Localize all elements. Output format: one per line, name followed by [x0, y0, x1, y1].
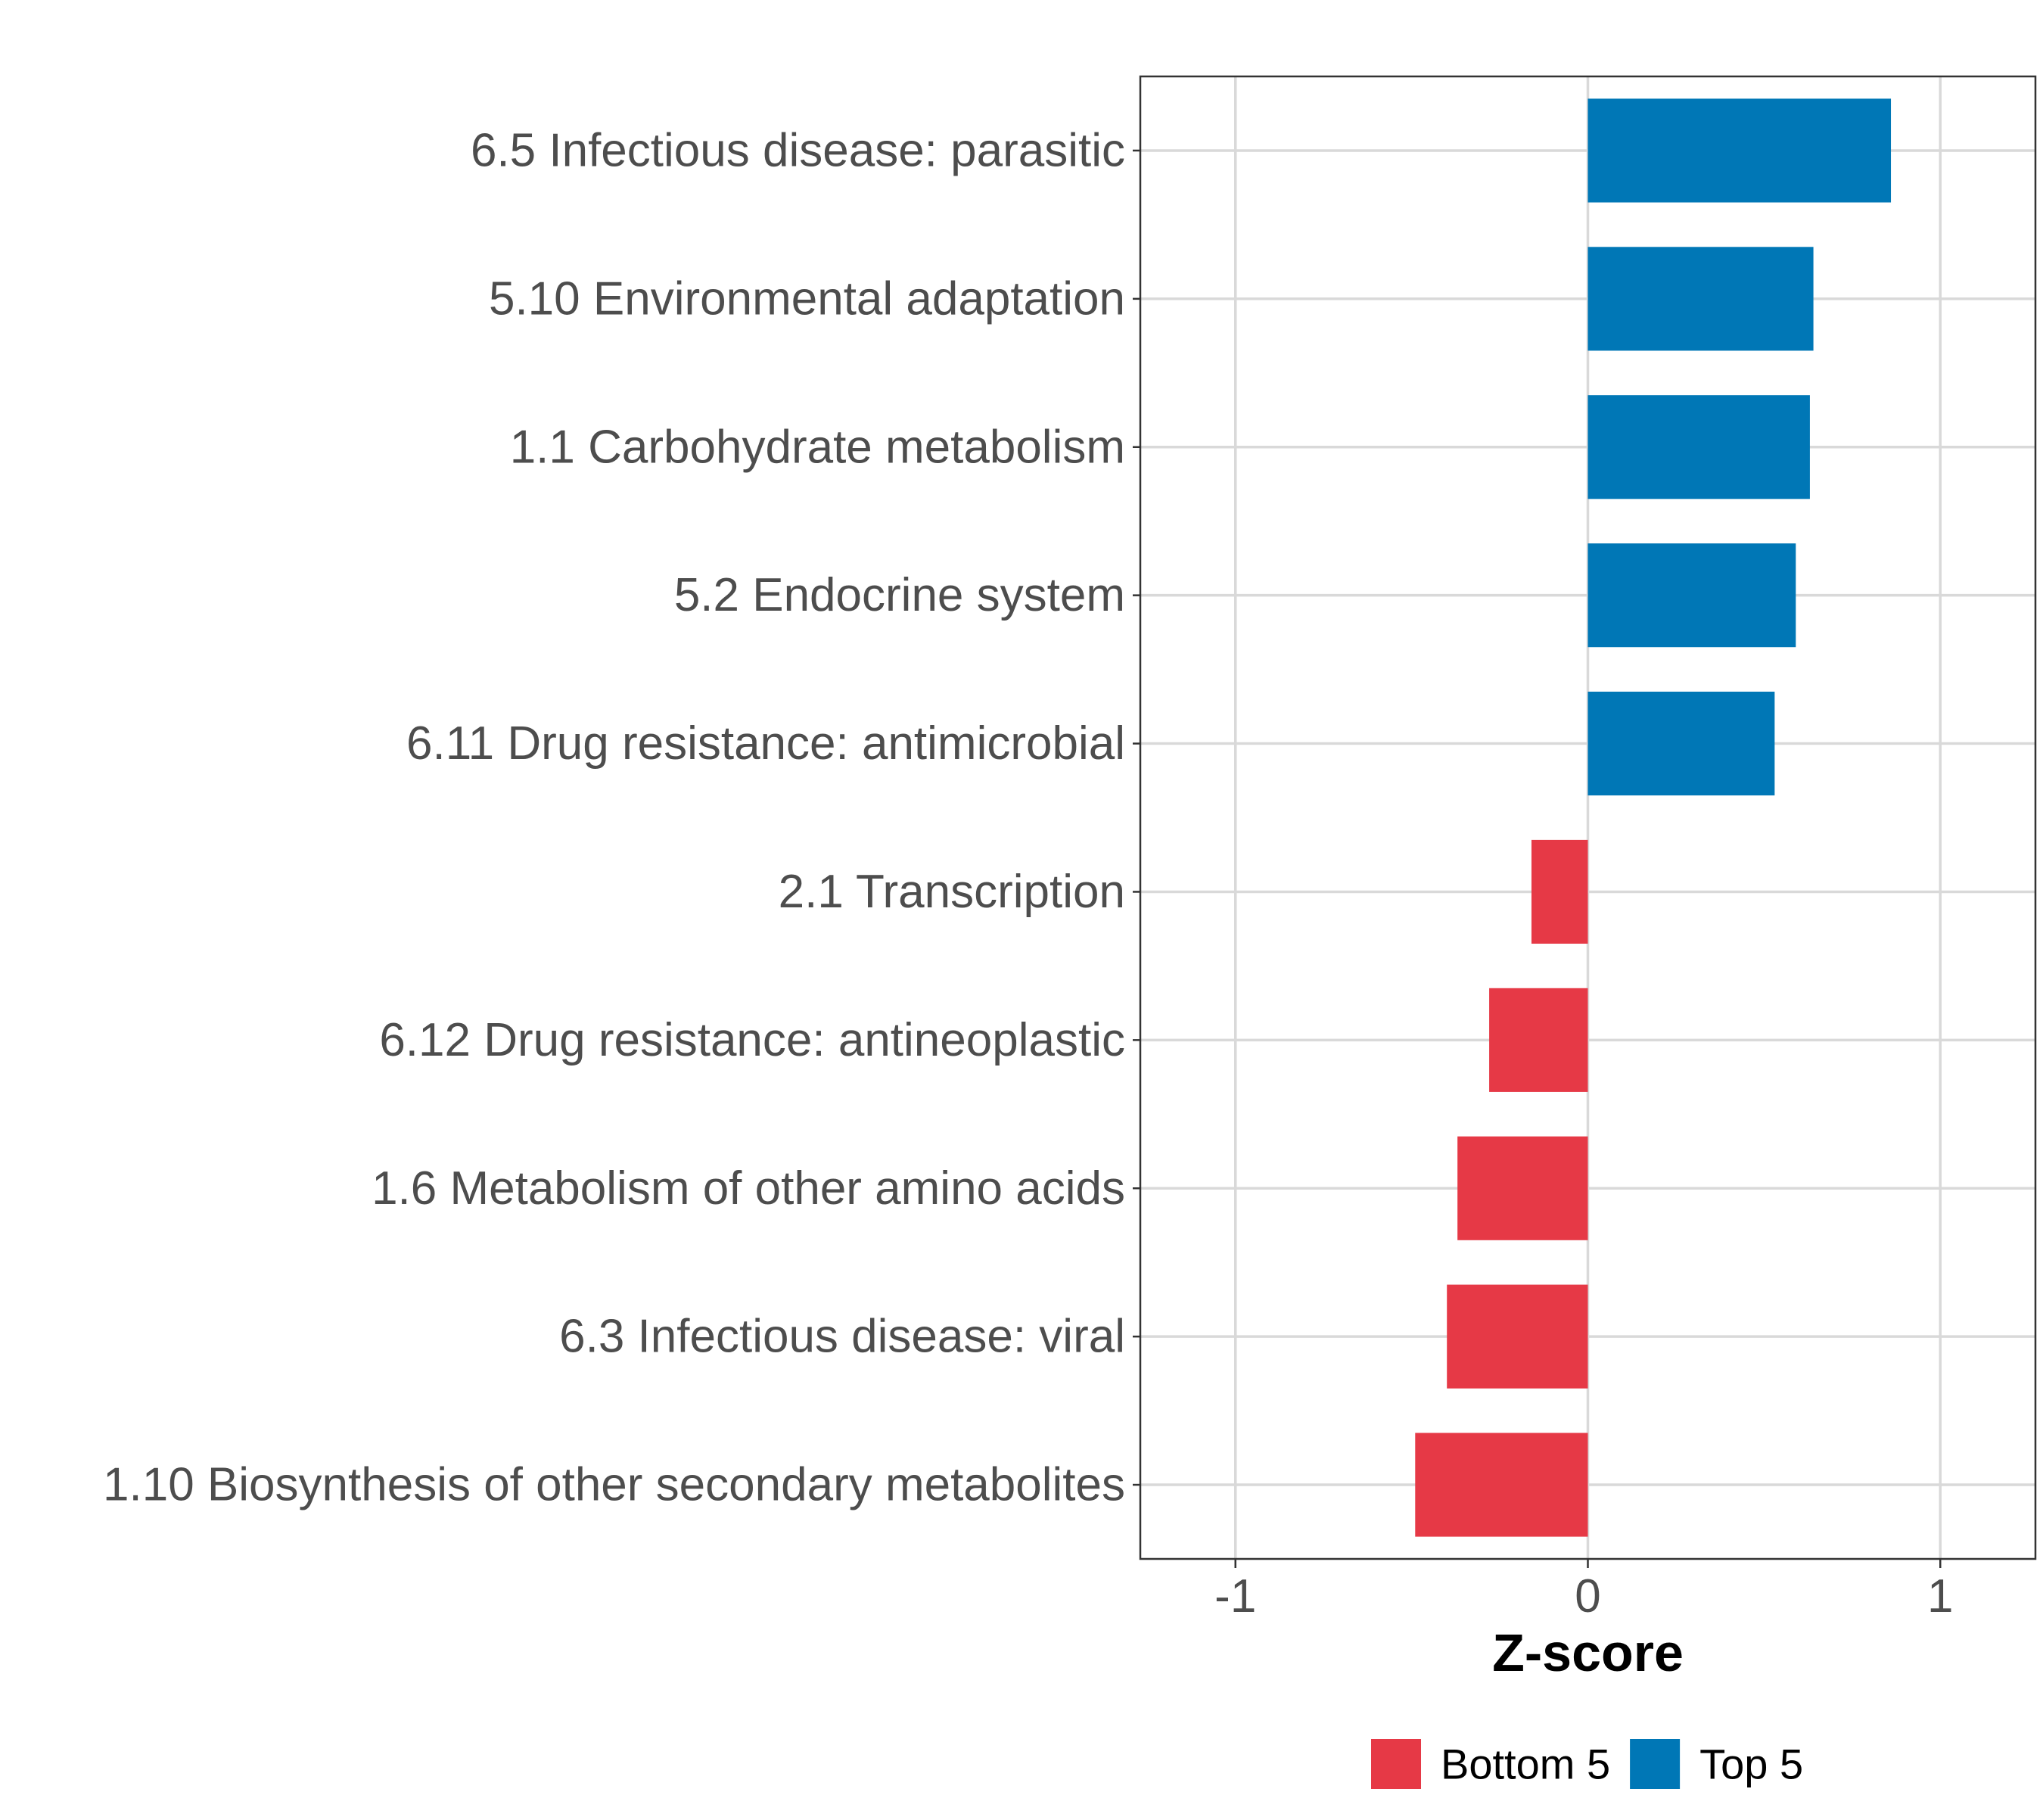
bar-5 — [1587, 691, 1775, 796]
y-tick-label-9: 6.3 Infectious disease: viral — [559, 1311, 1125, 1363]
y-tick-label-5: 6.11 Drug resistance: antimicrobial — [406, 717, 1125, 770]
legend-key-0 — [1371, 1739, 1421, 1789]
bar-6 — [1531, 839, 1588, 944]
legend-key-1 — [1630, 1739, 1681, 1789]
y-tick-label-7: 6.12 Drug resistance: antineoplastic — [379, 1014, 1125, 1066]
bar-2 — [1587, 247, 1814, 351]
y-tick-label-4: 5.2 Endocrine system — [674, 569, 1125, 621]
y-tick-label-1: 6.5 Infectious disease: parasitic — [471, 124, 1125, 176]
y-tick-label-10: 1.10 Biosynthesis of other secondary met… — [103, 1459, 1125, 1511]
bar-1 — [1587, 98, 1892, 203]
x-axis-title: Z-score — [1492, 1623, 1684, 1682]
legend-label-0: Bottom 5 — [1441, 1741, 1610, 1788]
y-tick-label-2: 5.10 Environmental adaptation — [489, 272, 1125, 325]
x-tick-label-2: 1 — [1927, 1570, 1953, 1622]
legend-label-1: Top 5 — [1699, 1741, 1803, 1788]
y-tick-label-8: 1.6 Metabolism of other amino acids — [372, 1162, 1125, 1215]
y-tick-label-6: 2.1 Transcription — [779, 866, 1125, 918]
bar-4 — [1587, 543, 1796, 648]
y-tick-label-3: 1.1 Carbohydrate metabolism — [510, 421, 1125, 473]
x-tick-label-0: -1 — [1214, 1570, 1256, 1622]
x-tick-label-1: 0 — [1575, 1570, 1600, 1622]
bar-7 — [1489, 988, 1588, 1092]
bar-9 — [1447, 1284, 1588, 1389]
bar-10 — [1415, 1433, 1588, 1537]
bar-8 — [1457, 1136, 1588, 1240]
bar-3 — [1587, 395, 1810, 499]
